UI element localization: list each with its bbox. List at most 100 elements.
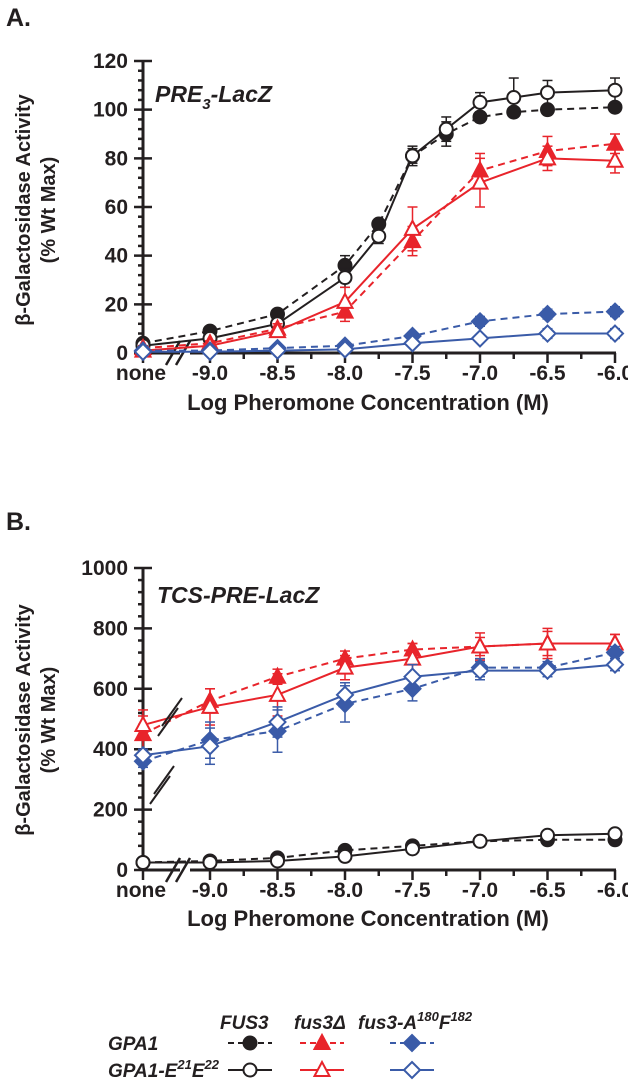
legend-col-fus3-mutant: fus3-A180F182 [358,1009,473,1034]
panel-b: 0 200 400 600 800 1000 none -9.0 -8.5 -8.0 -7.5 -7.… [81,557,628,902]
data-point [268,320,287,339]
data-point [607,82,623,98]
data-point [438,121,454,137]
legend-col-mutant-sup2: 182 [450,1009,472,1024]
data-point [470,172,490,190]
series-line [142,663,616,757]
series-line [142,838,615,864]
y-tick-label: 1000 [81,557,128,580]
panel-a: 0 20 40 60 80 100 120 none -9.0 -8.5 -8.0 -7.5 -7.0 -… [93,50,628,385]
panel-a-xlabel: Log Pheromone Concentration (M) [187,390,549,415]
panel-a-ylabel-line2: (% Wt Max) [38,157,60,264]
axis-break-mark [157,707,179,737]
data-point [133,342,153,362]
legend-col-mutant-mid: F [439,1013,452,1034]
legend-marker-diamond-icon [402,1060,422,1080]
data-point [337,848,353,864]
data-point [371,228,387,244]
legend-row-mutant-mid: E [192,1061,206,1082]
data-point [335,291,355,309]
data-point [202,854,218,870]
data-point [540,827,555,843]
data-point [470,311,490,331]
legend-col-fus3: FUS3 [220,1013,269,1034]
panel-a-title-subscript: 3 [202,96,211,113]
y-tick-label: 0 [116,342,128,365]
legend-col-mutant-sup1: 180 [417,1009,439,1024]
data-point [472,94,488,110]
data-point [268,684,287,702]
legend-col-fus3delta: fus3Δ [294,1013,346,1034]
y-tick-label: 40 [105,245,128,268]
legend-marker-triangle-icon [312,1032,332,1050]
legend-marks [228,1032,434,1080]
data-point [268,341,287,360]
data-point [538,148,557,166]
panel-a-title-suffix: -LacZ [211,81,273,107]
series-fus3-a180f182-gpa1-e21e22 [133,655,625,766]
panel-b-title: TCS-PRE-LacZ [157,582,320,608]
data-point [470,636,490,654]
series-line [142,142,616,350]
legend-row-mutant-sup1: 21 [176,1057,191,1072]
x-tick-label: none [116,879,166,902]
x-tick-label: -7.0 [462,362,498,385]
panel-b-ylabel-line1: β-Galactosidase Activity [13,603,35,835]
data-point [405,841,420,857]
data-point [200,736,220,756]
x-tick-label: -6.0 [597,362,628,385]
series-fus3-a180f182-gpa1-e21e22 [133,324,625,362]
legend-marker-circle-icon [242,1062,258,1078]
y-tick-label: 80 [105,147,128,170]
x-tick-label: -8.0 [327,879,363,902]
series-line [143,332,615,353]
axis-break-mark [161,697,183,727]
panel-a-title-main: PRE [155,81,203,107]
data-point [605,133,625,151]
data-point [405,148,420,164]
panel-b-ylabel-line2: (% Wt Max) [38,667,60,774]
y-tick-label: 60 [105,196,128,219]
data-point [135,854,151,870]
data-point [270,853,285,869]
x-tick-label: -8.5 [259,879,296,902]
legend: FUS3 fus3Δ fus3-A180F182 GPA1 GPA1-E21E2… [108,1009,473,1082]
legend-marker-triangle-icon [312,1059,332,1077]
x-tick-label: -9.0 [192,879,228,902]
legend-row-gpa1: GPA1 [108,1034,158,1055]
x-tick-label: -7.5 [394,879,431,902]
data-point [605,150,625,168]
data-point [472,833,488,849]
series-line [143,832,616,864]
series-line [143,310,616,352]
series-fus3-gpa1-e21e22 [135,826,623,870]
x-tick-label: -6.0 [597,879,628,902]
x-tick-label: -8.5 [259,362,296,385]
series-line [142,651,616,763]
series-line [142,642,615,727]
panel-a-title: PRE3-LacZ [155,81,273,113]
data-point [540,85,555,101]
legend-col-mutant-base: fus3-A [358,1013,417,1034]
data-point [133,714,153,733]
x-tick-label: -6.5 [529,879,566,902]
data-point [538,304,557,324]
axis-break-mark [174,340,192,366]
data-point [538,661,557,681]
x-tick-label: -6.5 [529,362,566,385]
data-point [605,655,625,675]
panel-a-ylabel: β-Galactosidase Activity (% Wt Max) [13,93,60,325]
x-tick-label: -9.0 [192,362,228,385]
data-point [470,661,490,681]
data-point [403,667,422,687]
legend-marker-diamond-icon [402,1033,422,1053]
series-line [142,157,616,352]
data-point [337,270,353,286]
y-tick-label: 20 [105,293,128,316]
y-tick-label: 800 [93,617,128,640]
data-point [605,302,625,322]
y-tick-label: 600 [93,678,128,701]
legend-row-mutant-base: GPA1-E [108,1061,179,1082]
y-tick-label: 100 [93,99,128,122]
